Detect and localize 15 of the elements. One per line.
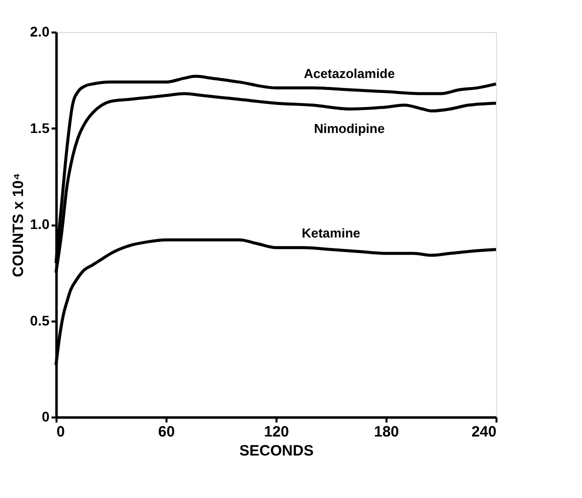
series-label: Acetazolamide	[304, 66, 395, 81]
x-tick-label: 240	[471, 424, 496, 440]
series-label: Ketamine	[302, 226, 360, 241]
y-tick-label: 1.0	[30, 216, 50, 232]
y-tick-label: 1.5	[30, 120, 50, 136]
x-axis-title: SECONDS	[239, 442, 314, 460]
x-tick-label: 60	[158, 424, 175, 440]
x-tick-label: 120	[264, 424, 290, 440]
y-tick-label: 0	[42, 408, 50, 424]
y-tick-label: 2.0	[30, 24, 50, 40]
y-axis-title: COUNTS x 10⁴	[10, 172, 28, 278]
y-tick-label: 0.5	[30, 312, 50, 328]
x-tick-label: 0	[56, 424, 65, 440]
x-tick-label: 180	[374, 424, 400, 440]
series-label: Nimodipine	[314, 121, 385, 136]
